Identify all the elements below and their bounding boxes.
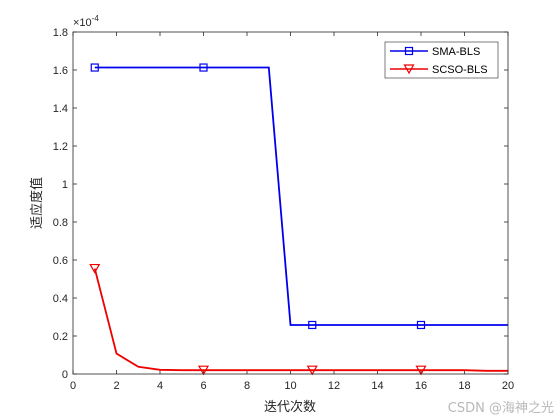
legend-box	[384, 41, 499, 79]
y-tick-label: 0.8	[53, 217, 68, 229]
x-tick-label: 16	[415, 380, 427, 392]
x-tick-label: 2	[113, 380, 119, 392]
x-tick-label: 20	[502, 380, 514, 392]
data-point-scso-bls	[197, 365, 210, 376]
y-tick-label: 1.4	[53, 103, 68, 115]
y-tick-label: 1.6	[53, 65, 68, 77]
x-tick-label: 10	[284, 380, 296, 392]
data-point-sma-bls	[308, 320, 317, 330]
watermark: CSDN @海神之光	[447, 401, 554, 416]
y-axis-label: 适应度值	[29, 177, 45, 229]
x-tick-label: 14	[371, 380, 383, 392]
series-group	[89, 63, 508, 376]
data-point-sma-bls	[416, 320, 426, 330]
x-tick-label: 0	[70, 380, 76, 392]
x-tick-label: 4	[157, 380, 163, 392]
x-tick-label: 18	[458, 380, 470, 392]
x-axis-label: 迭代次数	[264, 399, 316, 415]
y-tick-label: 1.2	[53, 141, 68, 153]
series-line-scso-bls	[93, 268, 508, 372]
y-tick-label: 0.4	[53, 293, 68, 305]
data-point-sma-bls	[199, 63, 208, 72]
data-point-scso-bls	[306, 365, 318, 376]
y-tick-label: 0.6	[53, 255, 68, 267]
legend: SMA-BLS SCSO-BLS	[384, 41, 499, 79]
y-tick-label: 1	[62, 179, 68, 191]
x-tick-label: 12	[328, 380, 340, 392]
data-point-scso-bls	[89, 263, 101, 274]
legend-marker-triangle-icon	[403, 64, 415, 75]
legend-marker-square-icon	[404, 46, 414, 56]
y-tick-label: 1.8	[53, 27, 68, 39]
x-tick-label: 6	[200, 380, 206, 392]
legend-label-scso-bls: SCSO-BLS	[432, 64, 488, 76]
plot-frame	[72, 31, 509, 375]
data-point-sma-bls	[90, 63, 99, 72]
series-line-sma-bls	[94, 66, 508, 326]
legend-label-sma-bls: SMA-BLS	[432, 46, 480, 58]
data-point-scso-bls	[415, 365, 427, 376]
y-exponent-label: ×10-4	[73, 14, 99, 29]
y-tick-label: 0	[62, 369, 68, 381]
y-tick-label: 0.2	[53, 331, 68, 343]
x-tick-label: 8	[244, 380, 250, 392]
